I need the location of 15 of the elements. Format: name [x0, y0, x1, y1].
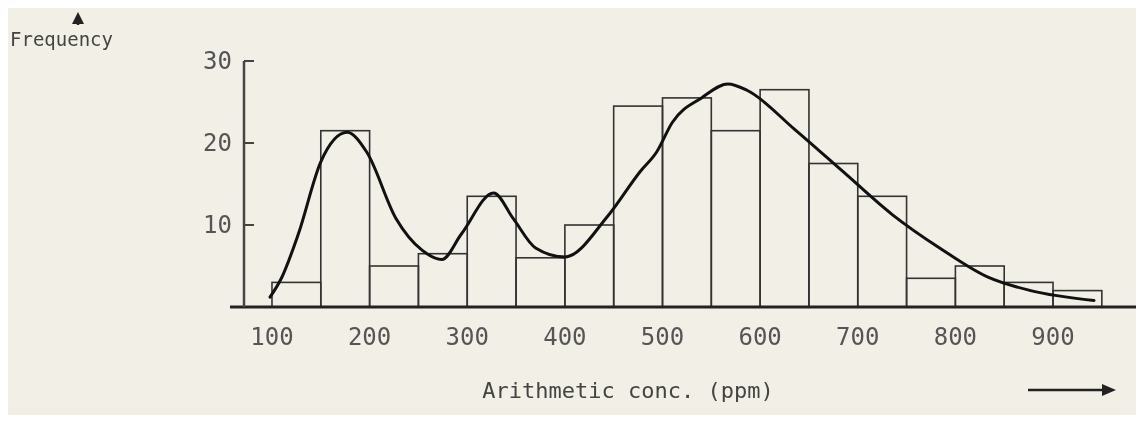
x-axis-title: Arithmetic conc. (ppm) — [482, 378, 774, 403]
line-series — [268, 82, 1096, 302]
x-tick-label: 900 — [1031, 323, 1075, 351]
y-tick-label: 20 — [203, 129, 232, 157]
y-tick-label: 10 — [203, 211, 232, 239]
x-tick-label: 300 — [445, 323, 489, 351]
x-tick-label: 700 — [836, 323, 880, 351]
y-axis-title: Frequency — [10, 28, 113, 50]
x-tick-label: 100 — [250, 323, 294, 351]
x-tick-label: 200 — [347, 323, 392, 351]
x-tick-label: 400 — [543, 323, 587, 351]
x-tick-label: 600 — [738, 323, 782, 351]
y-tick-label: 30 — [203, 47, 232, 75]
x-tick-label: 800 — [933, 323, 978, 351]
x-tick-label: 500 — [640, 323, 685, 351]
